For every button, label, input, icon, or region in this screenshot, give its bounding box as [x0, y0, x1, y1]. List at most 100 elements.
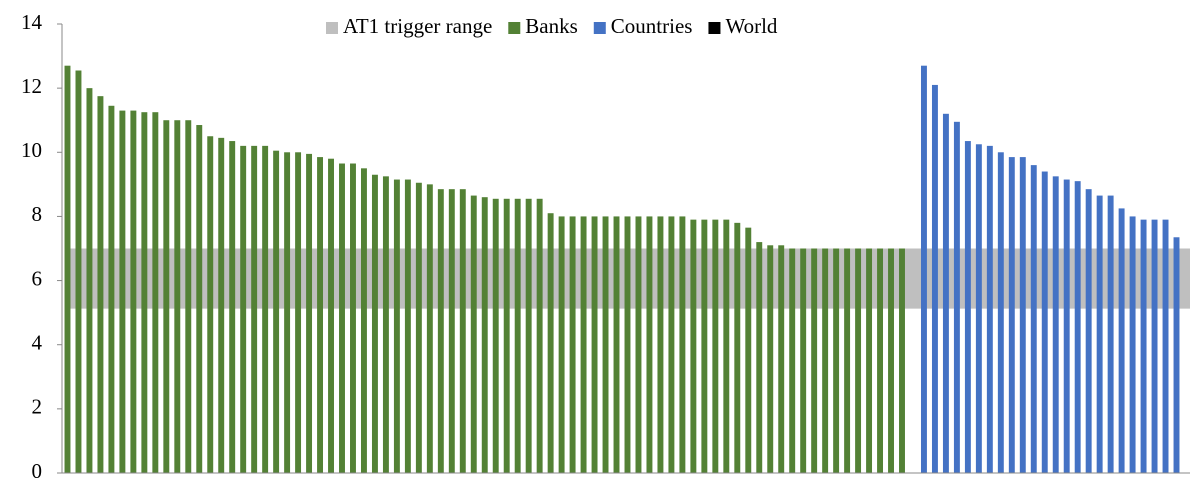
bar: [218, 137, 225, 473]
bar: [492, 198, 499, 473]
bar: [152, 112, 159, 474]
bar: [459, 189, 466, 474]
bar: [1063, 179, 1070, 473]
bar: [778, 245, 785, 473]
bar: [163, 120, 170, 473]
bar: [273, 150, 280, 474]
bar: [328, 158, 334, 473]
bar: [1052, 176, 1059, 473]
bar: [1074, 181, 1081, 473]
bar: [306, 153, 313, 473]
bar: [855, 248, 862, 473]
bar: [558, 216, 565, 473]
legend-swatch: [708, 22, 721, 34]
bar: [986, 145, 993, 473]
bar: [1173, 237, 1180, 473]
bar: [317, 157, 324, 473]
y-tick-label: 2: [32, 395, 43, 419]
legend-label: Countries: [611, 14, 693, 38]
bar: [284, 152, 291, 474]
bar: [415, 182, 422, 473]
bar: [723, 219, 730, 473]
bar: [339, 163, 345, 473]
y-tick-label: 10: [21, 138, 42, 162]
bar: [174, 120, 181, 473]
bar: [514, 198, 521, 473]
bar: [108, 105, 115, 474]
bar: [734, 222, 741, 473]
bar: [602, 216, 609, 473]
bar: [964, 141, 971, 473]
bar: [350, 163, 356, 473]
bar: [525, 198, 532, 473]
bar: [240, 145, 247, 473]
bar: [745, 227, 752, 473]
bar: [591, 216, 598, 473]
bar: [470, 195, 477, 473]
bar: [1129, 216, 1136, 473]
bar: [657, 216, 664, 473]
y-tick-label: 6: [32, 266, 43, 290]
bar: [448, 189, 455, 474]
y-tick-label: 12: [21, 74, 42, 98]
bar: [1085, 189, 1092, 474]
bar: [393, 179, 400, 473]
bar: [844, 248, 851, 473]
bar: [800, 248, 807, 473]
bar: [822, 248, 829, 473]
bar: [130, 110, 137, 473]
bar: [437, 189, 444, 474]
bar: [1140, 219, 1147, 473]
bar: [920, 65, 927, 473]
bar: [756, 242, 763, 473]
bar: [931, 84, 938, 473]
bar: [481, 197, 488, 473]
bar: [382, 176, 389, 473]
legend-label: Banks: [525, 14, 578, 38]
bar: [1030, 165, 1037, 473]
bar: [196, 125, 203, 474]
bar: [811, 248, 818, 473]
bar: [86, 88, 93, 474]
bar: [679, 216, 686, 473]
bar: [767, 245, 774, 473]
bar: [624, 216, 631, 473]
bar: [295, 152, 302, 474]
bar: [866, 248, 873, 473]
bar: [503, 198, 510, 473]
legend-swatch: [593, 22, 606, 34]
bar: [1107, 195, 1114, 473]
bar: [1008, 157, 1015, 473]
bar: [877, 248, 884, 473]
bar: [1019, 157, 1026, 473]
bar: [789, 248, 796, 473]
bar: [262, 145, 269, 473]
bar: [942, 113, 949, 474]
bar: [547, 213, 554, 473]
bar: [1162, 219, 1169, 473]
bar: [899, 248, 905, 473]
bar: [690, 219, 697, 473]
bar: [119, 110, 126, 473]
y-tick-label: 4: [32, 331, 43, 355]
bar: [701, 219, 708, 473]
legend-swatch: [326, 22, 338, 34]
bar: [712, 219, 719, 473]
y-tick-label: 8: [32, 202, 43, 226]
bar: [580, 216, 587, 473]
bar: [75, 70, 82, 473]
bar: [229, 141, 236, 473]
bar: [251, 145, 258, 473]
bar: [668, 216, 675, 473]
bar: [646, 216, 653, 473]
bar: [953, 121, 960, 473]
bar: [833, 248, 840, 473]
y-tick-label: 0: [32, 459, 43, 483]
bar: [1118, 208, 1125, 474]
bar: [1151, 219, 1158, 473]
y-tick-label: 14: [21, 10, 43, 34]
bar: [997, 152, 1004, 474]
bar: [207, 136, 214, 473]
bar: [613, 216, 620, 473]
